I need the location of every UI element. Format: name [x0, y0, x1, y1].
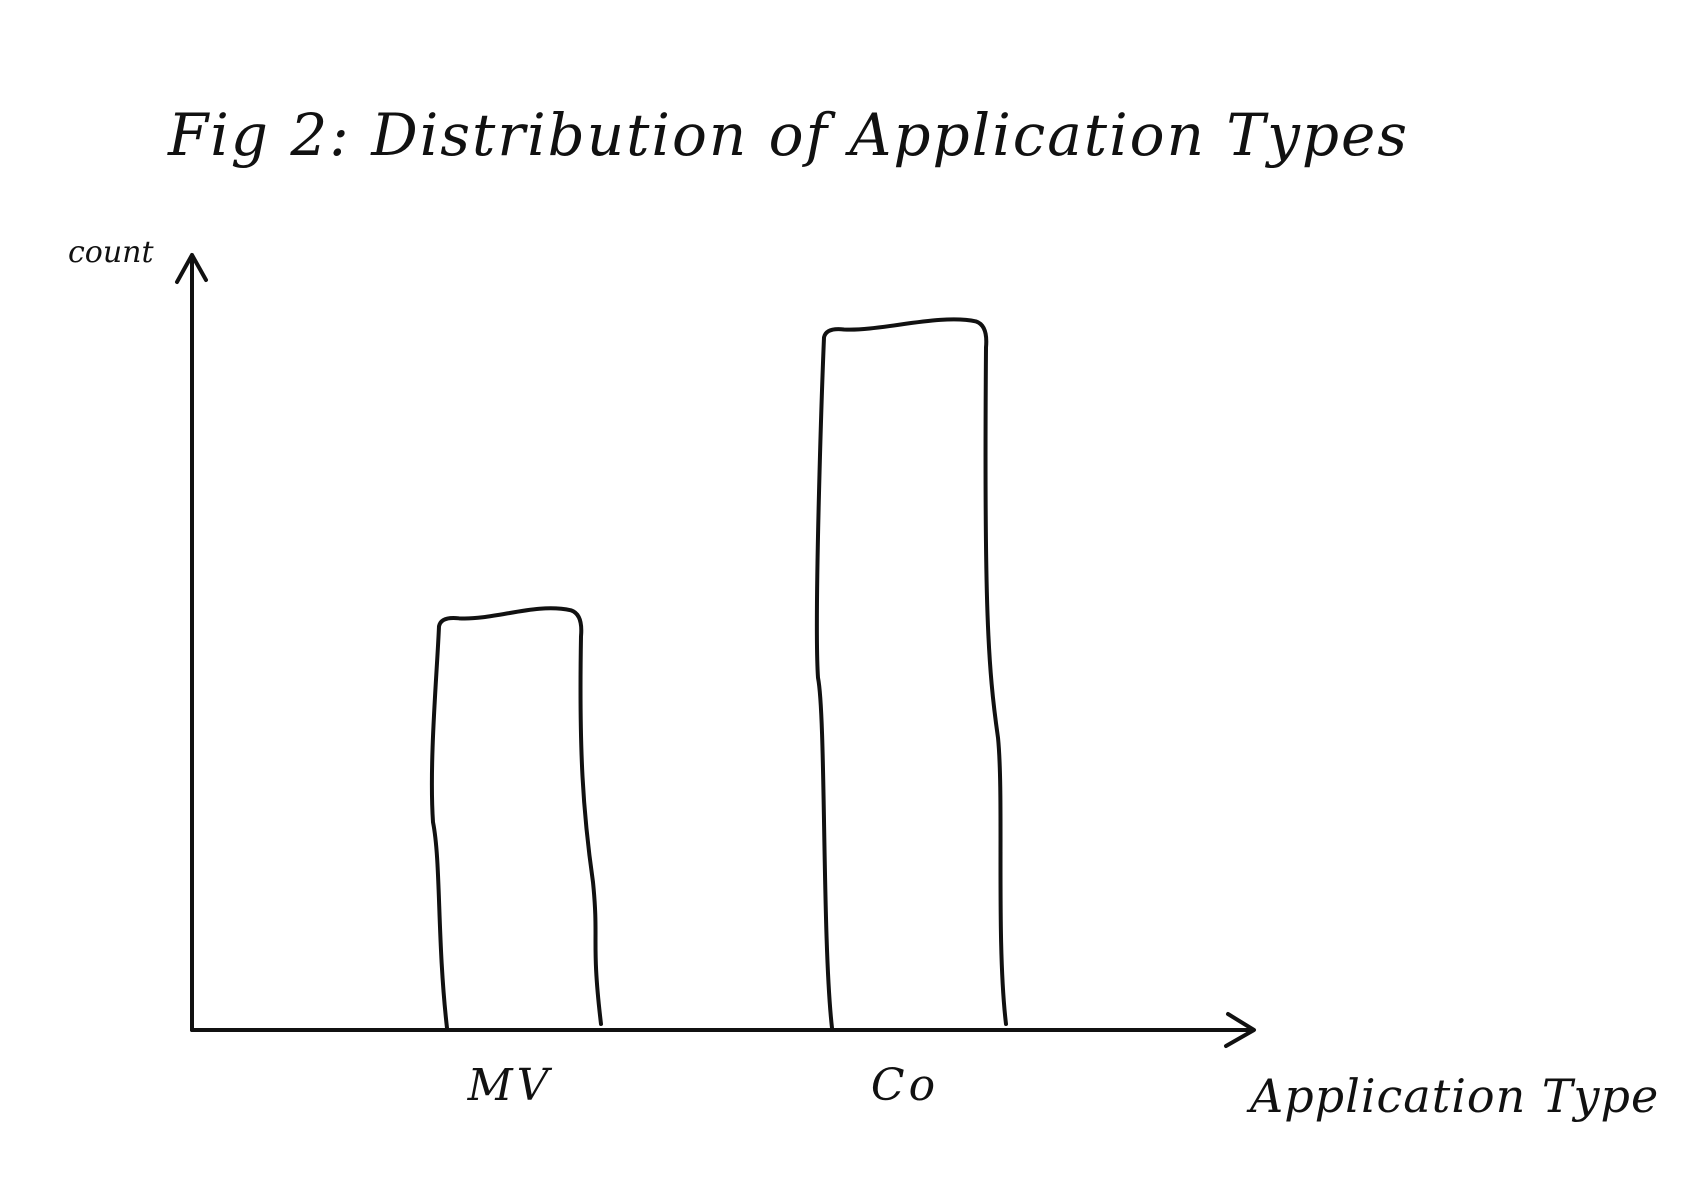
chart-title: Fig 2: Distribution of Application Types [167, 101, 1409, 169]
bar-co [814, 317, 1008, 1030]
x-tick-label-co: Co [871, 1060, 939, 1111]
y-axis [175, 253, 208, 1032]
tick-labels-group: MV Co [467, 1060, 939, 1111]
x-tick-label-mv: MV [467, 1060, 553, 1111]
bar-mv [429, 606, 603, 1030]
bars-group [429, 317, 1008, 1030]
y-axis-label: count [68, 235, 155, 270]
x-axis [190, 1012, 1256, 1048]
x-axis-label: Application Type [1246, 1069, 1659, 1123]
